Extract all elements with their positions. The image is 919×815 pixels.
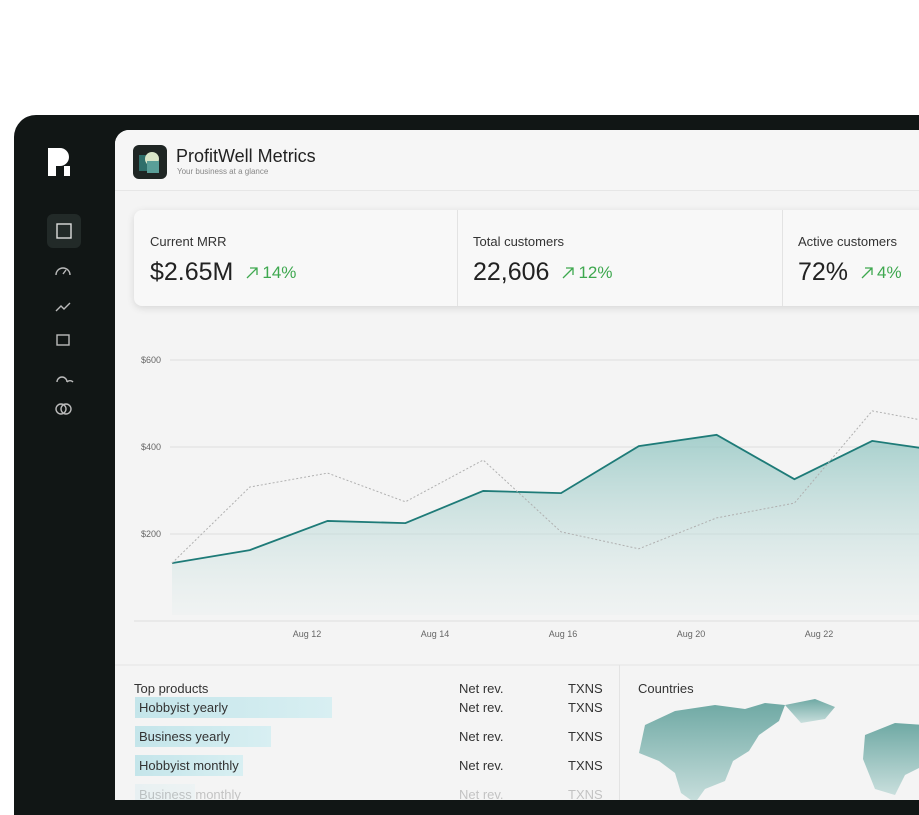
column-divider xyxy=(619,665,620,800)
trend-arrow xyxy=(246,267,259,279)
product-txns: TXNS xyxy=(568,787,603,800)
metric-value: $2.65M xyxy=(150,258,234,286)
trend-arrow xyxy=(861,267,873,279)
nav-icon[interactable] xyxy=(55,302,71,312)
product-name: Hobbyist yearly xyxy=(139,700,228,715)
column-header: TXNS xyxy=(568,681,603,696)
continent xyxy=(639,703,785,800)
nav-icon[interactable] xyxy=(56,376,74,383)
continent xyxy=(785,699,835,723)
product-bar xyxy=(135,726,271,747)
metric-change: 12% xyxy=(578,263,613,282)
logo xyxy=(48,148,70,176)
continent xyxy=(863,723,919,795)
app-title: ProfitWell Metrics xyxy=(176,146,316,166)
countries-title: Countries xyxy=(638,681,694,696)
content-panel: ProfitWell Metrics Your business at a gl… xyxy=(115,130,919,800)
nav-icon[interactable] xyxy=(56,334,70,346)
metric-cards: Current MRR $2.65M 14% Total customers 22,60… xyxy=(134,210,919,306)
product-bar xyxy=(135,697,332,718)
nav-icon[interactable] xyxy=(56,223,72,239)
metric-label: Total customers xyxy=(473,234,565,249)
metric-label: Current MRR xyxy=(150,234,227,249)
line xyxy=(171,410,919,564)
product-net-rev: Net rev. xyxy=(459,758,504,773)
sidebar xyxy=(47,148,81,415)
header: ProfitWell Metrics Your business at a gl… xyxy=(115,130,919,191)
metric-card: Current MRR $2.65M 14% xyxy=(134,210,458,306)
chart: $200 $400 $600 Aug 12 Aug 14 Aug 16 Aug 20 Aug … xyxy=(115,355,919,666)
product-net-rev: Net rev. xyxy=(459,787,504,800)
metric-label: Active customers xyxy=(798,234,897,249)
top-products: Top products Net rev. TXNS Hobbyist year… xyxy=(134,680,614,800)
product-txns: TXNS xyxy=(568,729,603,744)
y-tick-label: $600 xyxy=(141,355,161,365)
nav-selected[interactable] xyxy=(47,214,81,248)
product-bar xyxy=(135,755,243,776)
y-tick-label: $400 xyxy=(141,442,161,452)
product-bar xyxy=(135,784,195,800)
product-txns: TXNS xyxy=(568,700,603,715)
metric-card: Total customers 22,606 12% xyxy=(457,210,783,306)
nav-icon[interactable] xyxy=(60,403,72,415)
area-fill xyxy=(172,434,919,615)
metric-change: 4% xyxy=(877,263,902,282)
product-txns: TXNS xyxy=(568,758,603,773)
metric-value: 72% xyxy=(798,258,849,286)
app-logo xyxy=(133,145,167,179)
trend-arrow xyxy=(563,267,575,279)
product-net-rev: Net rev. xyxy=(459,700,504,715)
world-map xyxy=(639,699,919,800)
nav-icon[interactable] xyxy=(55,267,71,276)
x-tick-label: Aug 14 xyxy=(421,629,450,639)
products-title: Top products xyxy=(134,681,209,696)
y-tick-label: $200 xyxy=(141,529,161,539)
product-name: Business yearly xyxy=(139,729,231,744)
column-header: Net rev. xyxy=(459,681,504,696)
product-name: Business monthly xyxy=(139,787,241,800)
metric-change: 14% xyxy=(262,263,297,282)
x-tick-label: Aug 20 xyxy=(677,629,706,639)
x-tick-label: Aug 16 xyxy=(549,629,578,639)
x-tick-label: Aug 12 xyxy=(293,629,322,639)
product-net-rev: Net rev. xyxy=(459,729,504,744)
metric-card: Active customers 72% 4% xyxy=(782,210,919,306)
line xyxy=(171,433,919,565)
nav-icon[interactable] xyxy=(55,403,67,415)
x-tick-label: Aug 22 xyxy=(805,629,834,639)
app-subtitle: Your business at a glance xyxy=(177,167,269,176)
metric-value: 22,606 xyxy=(473,258,550,286)
product-name: Hobbyist monthly xyxy=(139,758,239,773)
